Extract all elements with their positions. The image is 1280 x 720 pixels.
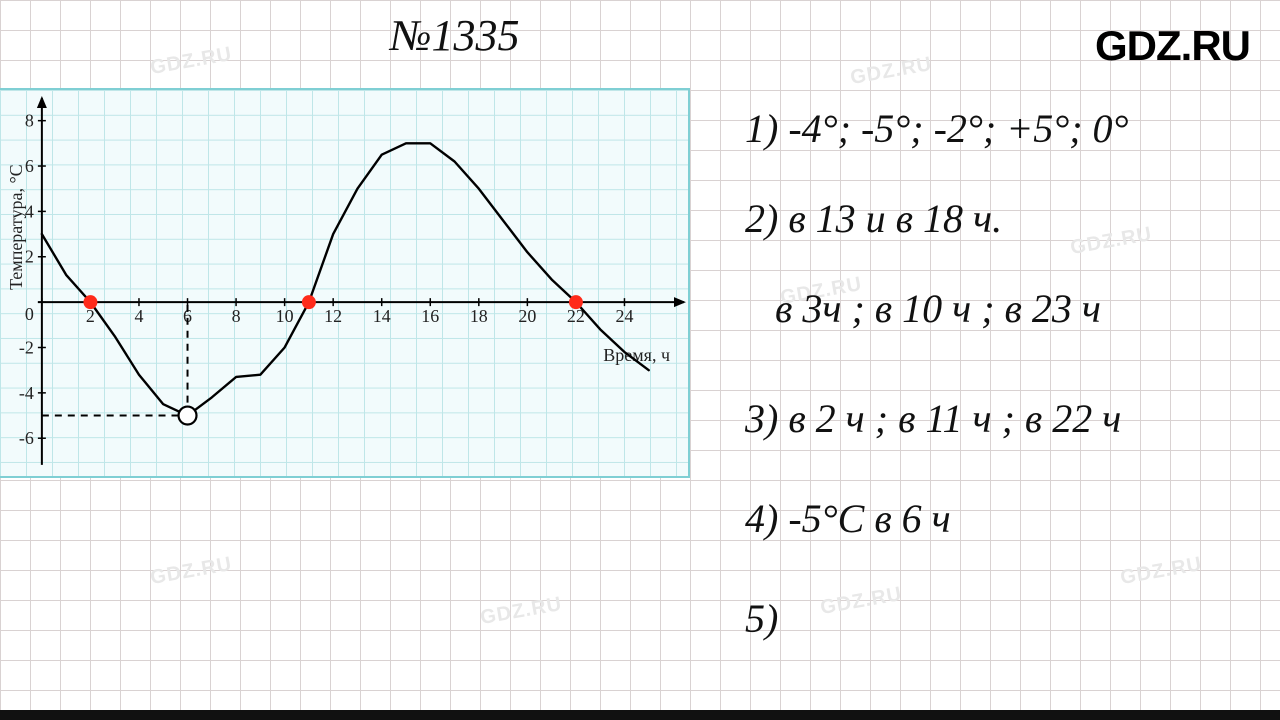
svg-text:4: 4 (25, 201, 34, 221)
svg-text:2: 2 (25, 247, 34, 267)
svg-text:-2: -2 (19, 337, 34, 357)
answer-1: 1) -4°; -5°; -2°; +5°; 0° (745, 105, 1129, 152)
svg-text:14: 14 (373, 306, 391, 326)
svg-text:-6: -6 (19, 428, 34, 448)
temperature-chart: Температура, °C Время, ч -6-4-2246802468… (0, 88, 690, 478)
svg-text:12: 12 (324, 306, 342, 326)
svg-text:6: 6 (25, 156, 34, 176)
answer-2b: в 3ч ; в 10 ч ; в 23 ч (775, 285, 1101, 332)
svg-text:-4: -4 (19, 383, 34, 403)
answer-2: 2) в 13 и в 18 ч. (745, 195, 1002, 242)
svg-text:20: 20 (518, 306, 536, 326)
answer-3: 3) в 2 ч ; в 11 ч ; в 22 ч (745, 395, 1121, 442)
svg-text:4: 4 (134, 306, 143, 326)
svg-text:10: 10 (276, 306, 294, 326)
chart-svg: -6-4-22468024681012141618202224 (0, 90, 688, 479)
answer-4: 4) -5°C в 6 ч (745, 495, 951, 542)
answer-5: 5) (745, 595, 778, 642)
svg-text:8: 8 (232, 306, 241, 326)
video-bottom-bar (0, 710, 1280, 720)
svg-text:24: 24 (615, 306, 633, 326)
svg-text:0: 0 (25, 304, 34, 324)
site-logo: GDZ.RU (1095, 22, 1250, 70)
svg-text:18: 18 (470, 306, 488, 326)
svg-text:16: 16 (421, 306, 439, 326)
problem-number: №1335 (390, 10, 520, 61)
svg-text:8: 8 (25, 111, 34, 131)
